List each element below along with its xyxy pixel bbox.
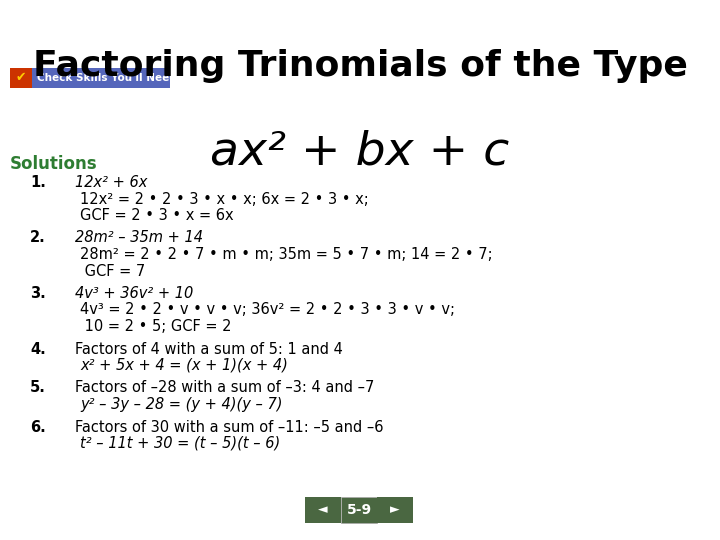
- Text: 4.: 4.: [30, 341, 46, 356]
- Text: Factors of –28 with a sum of –3: 4 and –7: Factors of –28 with a sum of –3: 4 and –…: [75, 381, 374, 395]
- Text: y² – 3y – 28 = (y + 4)(y – 7): y² – 3y – 28 = (y + 4)(y – 7): [80, 397, 282, 412]
- FancyBboxPatch shape: [10, 68, 32, 88]
- Text: 12x² + 6x: 12x² + 6x: [75, 175, 148, 190]
- Text: 6.: 6.: [30, 420, 46, 435]
- Text: 1.: 1.: [30, 175, 46, 190]
- Text: ►: ►: [390, 503, 400, 516]
- Text: GCF = 7: GCF = 7: [80, 264, 145, 279]
- Text: Factors of 4 with a sum of 5: 1 and 4: Factors of 4 with a sum of 5: 1 and 4: [75, 341, 343, 356]
- Text: Check Skills You'll Need: Check Skills You'll Need: [37, 73, 176, 83]
- FancyBboxPatch shape: [305, 497, 341, 523]
- Text: 5.: 5.: [30, 381, 46, 395]
- Text: 3.: 3.: [30, 286, 46, 301]
- Text: ax² + bx + c: ax² + bx + c: [210, 130, 510, 174]
- Text: 4v³ + 36v² + 10: 4v³ + 36v² + 10: [75, 286, 193, 301]
- Text: Factors of 30 with a sum of –11: –5 and –6: Factors of 30 with a sum of –11: –5 and …: [75, 420, 384, 435]
- Text: 10 = 2 • 5; GCF = 2: 10 = 2 • 5; GCF = 2: [80, 319, 232, 334]
- Text: 2.: 2.: [30, 231, 46, 246]
- Text: 12x² = 2 • 2 • 3 • x • x; 6x = 2 • 3 • x;: 12x² = 2 • 2 • 3 • x • x; 6x = 2 • 3 • x…: [80, 192, 369, 206]
- FancyBboxPatch shape: [341, 497, 377, 523]
- Text: 4v³ = 2 • 2 • v • v • v; 36v² = 2 • 2 • 3 • 3 • v • v;: 4v³ = 2 • 2 • v • v • v; 36v² = 2 • 2 • …: [80, 302, 455, 318]
- FancyBboxPatch shape: [377, 497, 413, 523]
- Text: Solutions: Solutions: [10, 155, 98, 173]
- Text: 5-9: 5-9: [346, 503, 372, 517]
- FancyBboxPatch shape: [32, 68, 170, 88]
- Text: ✔: ✔: [16, 71, 26, 84]
- Text: Factoring Trinomials of the Type: Factoring Trinomials of the Type: [32, 49, 688, 83]
- Text: x² + 5x + 4 = (x + 1)(x + 4): x² + 5x + 4 = (x + 1)(x + 4): [80, 358, 288, 373]
- Text: 28m² – 35m + 14: 28m² – 35m + 14: [75, 231, 203, 246]
- Text: t² – 11t + 30 = (t – 5)(t – 6): t² – 11t + 30 = (t – 5)(t – 6): [80, 436, 280, 451]
- Text: 28m² = 2 • 2 • 7 • m • m; 35m = 5 • 7 • m; 14 = 2 • 7;: 28m² = 2 • 2 • 7 • m • m; 35m = 5 • 7 • …: [80, 247, 492, 262]
- Text: GCF = 2 • 3 • x = 6x: GCF = 2 • 3 • x = 6x: [80, 208, 233, 223]
- Text: ◄: ◄: [318, 503, 328, 516]
